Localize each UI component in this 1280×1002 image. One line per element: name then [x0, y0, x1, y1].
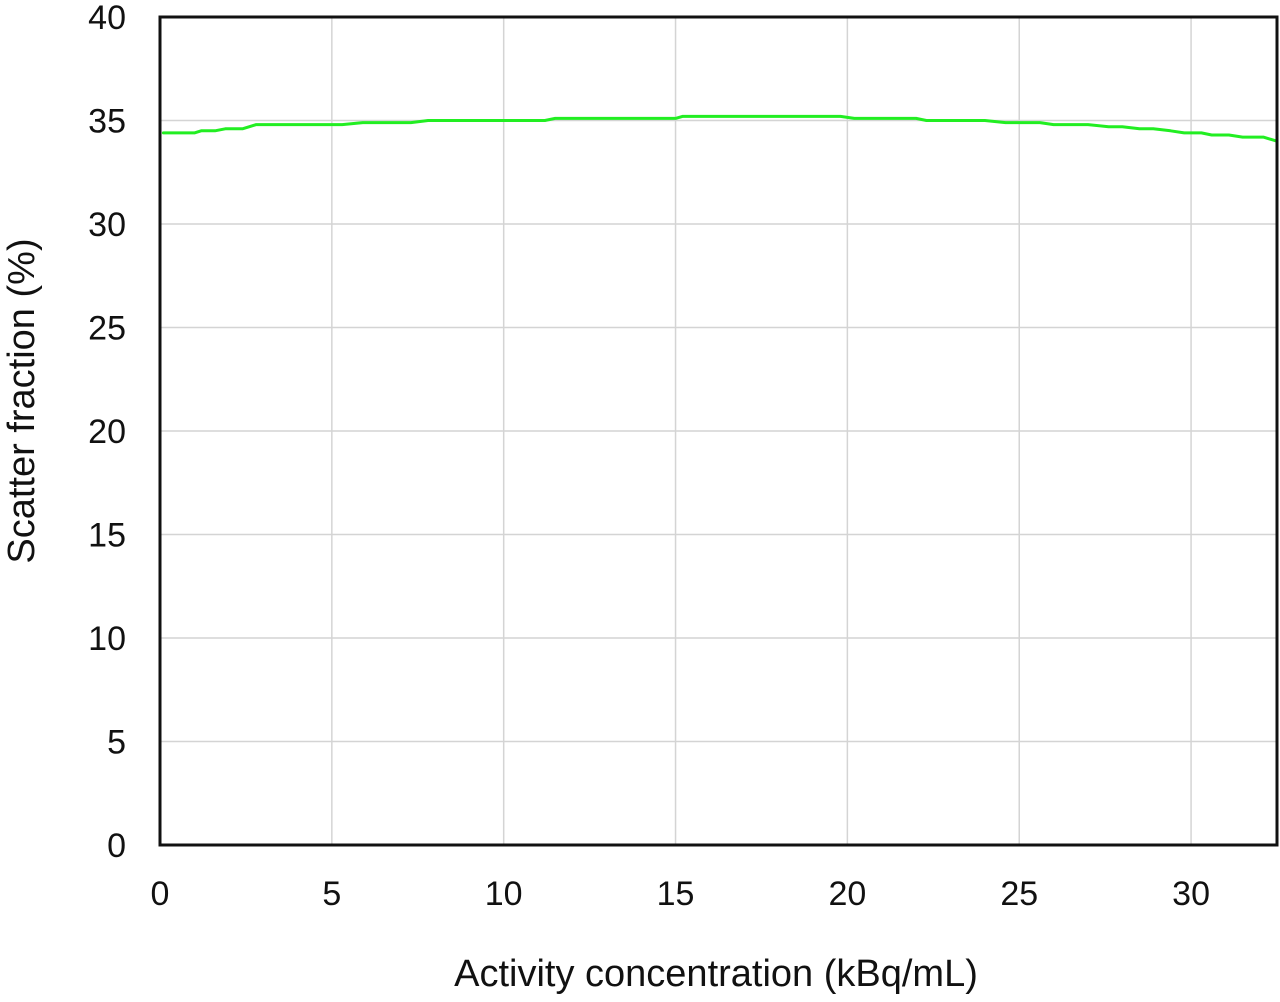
x-tick-label: 5	[322, 875, 341, 913]
x-tick-label: 25	[1000, 875, 1038, 913]
y-tick-label: 5	[107, 724, 126, 762]
plot-frame	[158, 15, 1279, 847]
y-tick-labels: 0 5 10 15 20 25 30 35 40	[88, 0, 126, 865]
grid-layer	[160, 17, 1277, 845]
y-tick-label: 20	[88, 413, 126, 451]
scatter-fraction-line	[161, 114, 1279, 143]
y-tick-label: 25	[88, 310, 126, 348]
x-tick-label: 20	[828, 875, 866, 913]
y-tick-label: 15	[88, 517, 126, 555]
x-tick-label: 0	[151, 875, 170, 913]
y-tick-label: 0	[107, 827, 126, 865]
y-axis-title: Scatter fraction (%)	[1, 238, 43, 563]
x-tick-label: 15	[657, 875, 695, 913]
series-layer	[161, 114, 1279, 143]
x-axis-title: Activity concentration (kBq/mL)	[454, 953, 978, 995]
y-tick-label: 35	[88, 103, 126, 141]
y-tick-label: 40	[88, 0, 126, 37]
y-tick-label: 30	[88, 206, 126, 244]
x-tick-label: 30	[1172, 875, 1210, 913]
y-tick-label: 10	[88, 620, 126, 658]
x-tick-label: 10	[485, 875, 523, 913]
x-tick-labels: 0 5 10 15 20 25 30	[151, 875, 1210, 913]
